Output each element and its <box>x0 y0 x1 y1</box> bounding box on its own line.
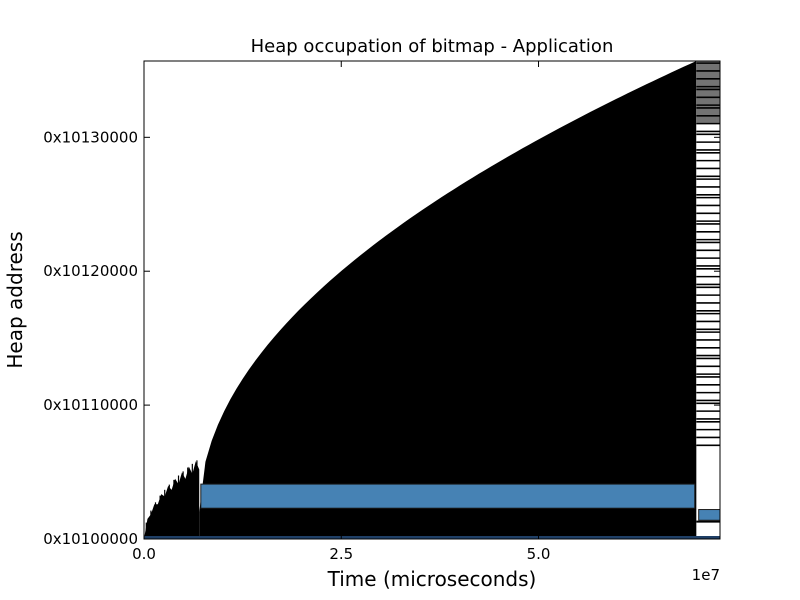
x-axis-offset-label: 1e7 <box>692 566 720 584</box>
plot-frame <box>143 60 721 540</box>
axis-ticks: 0.0 2.5 5.0 0x10100000 0x10110000 0x10120000 0… <box>43 61 720 563</box>
x-axis-label: Time (microseconds) <box>327 567 537 591</box>
chart-title: Heap occupation of bitmap - Application <box>251 36 614 57</box>
y-tick-label: 0x10110000 <box>43 396 138 414</box>
series-growing-allocations <box>199 61 697 539</box>
y-tick-label: 0x10120000 <box>43 262 138 280</box>
highlight-block-1 <box>200 483 696 509</box>
x-tick-label: 2.5 <box>329 545 353 563</box>
y-tick-label: 0x10130000 <box>43 128 138 146</box>
x-tick-label: 0.0 <box>132 545 156 563</box>
late-stripes-background <box>696 61 720 446</box>
series-early-allocations <box>144 461 200 539</box>
y-tick-label: 0x10100000 <box>43 530 138 548</box>
y-axis-label: Heap address <box>3 231 27 368</box>
baseline-strip <box>144 536 720 539</box>
x-tick-label: 5.0 <box>527 545 551 563</box>
highlight-block-2 <box>698 509 721 521</box>
late-dense-band <box>696 61 720 124</box>
plot-area <box>144 61 721 539</box>
